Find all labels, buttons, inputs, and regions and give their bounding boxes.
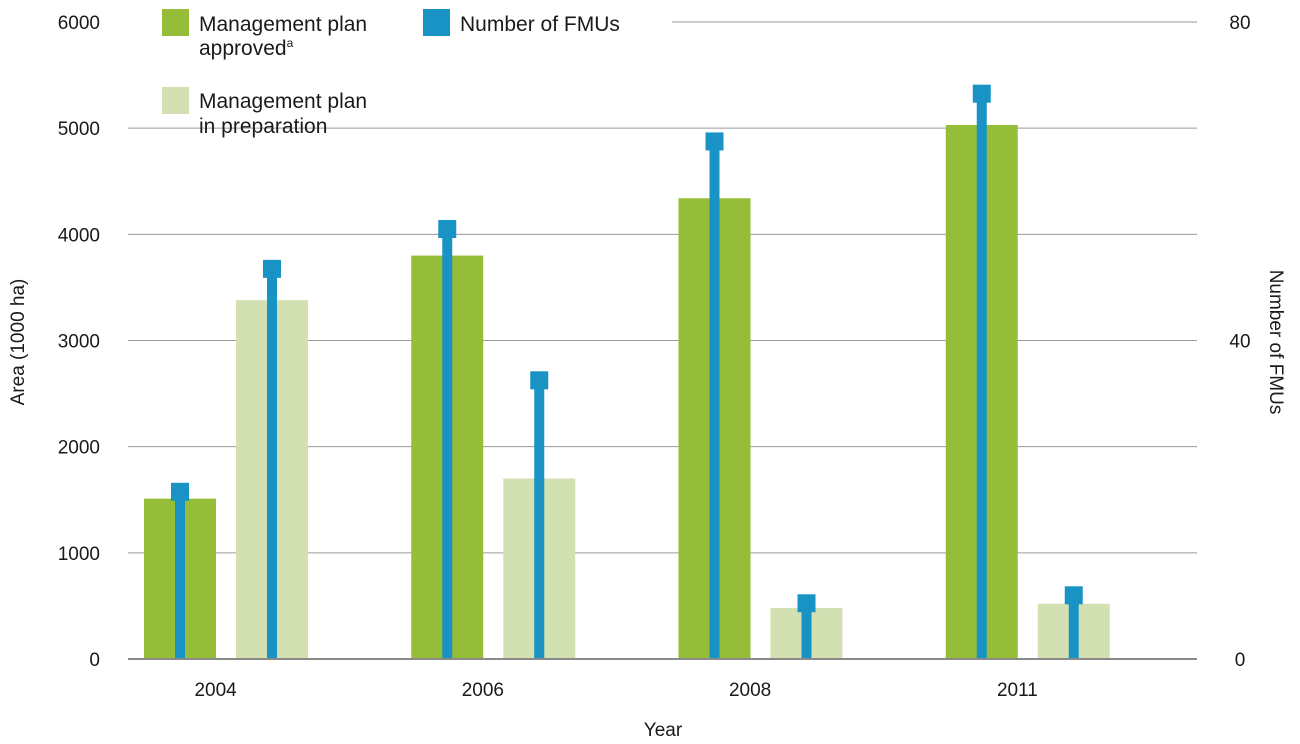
fmu-marker <box>1064 586 1083 605</box>
x-tick-label: 2008 <box>729 680 771 701</box>
fmu-marker <box>171 482 189 501</box>
legend-swatch-in-preparation <box>162 87 189 114</box>
y-tick-label: 1000 <box>58 544 100 565</box>
legend-label-approved: Management plan <box>199 13 367 36</box>
y-tick-label: 3000 <box>58 332 100 353</box>
y2-tick-label: 40 <box>1229 332 1250 353</box>
x-axis-title: Year <box>644 720 683 741</box>
legend-label-in-preparation: Management plan <box>199 90 367 113</box>
y-tick-label: 2000 <box>58 438 100 459</box>
y-tick-label: 4000 <box>58 225 100 246</box>
y-tick-label: 6000 <box>58 13 100 34</box>
fmu-marker <box>705 132 724 151</box>
legend: Management plan approveda Management pla… <box>162 9 620 138</box>
fmu-marker <box>530 371 549 390</box>
y-axis-title: Area (1000 ha) <box>8 279 29 406</box>
x-tick-label: 2011 <box>997 680 1038 701</box>
legend-label-approved-2: approveda <box>199 36 294 60</box>
fmu-marker <box>972 84 991 103</box>
legend-label-in-preparation-2: in preparation <box>199 115 327 138</box>
fmu-marker <box>797 594 816 613</box>
y2-tick-label: 80 <box>1229 13 1250 34</box>
legend-swatch-approved <box>162 9 189 36</box>
legend-label-approved-2-text: approved <box>199 37 287 60</box>
x-tick-label: 2004 <box>194 680 237 701</box>
axes: 0 1000 2000 3000 4000 5000 6000 0 40 80 2004 2006 20… <box>58 13 1251 701</box>
fmu-marker <box>438 220 457 239</box>
bars <box>144 124 1110 660</box>
y-tick-label: 5000 <box>58 119 100 140</box>
legend-label-fmus: Number of FMUs <box>460 13 620 36</box>
y-tick-label: 0 <box>89 650 100 671</box>
y2-axis-title: Number of FMUs <box>1265 270 1286 415</box>
x-tick-label: 2006 <box>462 680 504 701</box>
fmu-marker <box>263 259 281 278</box>
fmu-markers <box>171 84 1083 659</box>
legend-swatch-fmus <box>423 9 450 36</box>
y2-tick-label: 0 <box>1235 650 1246 671</box>
legend-superscript: a <box>287 36 294 50</box>
